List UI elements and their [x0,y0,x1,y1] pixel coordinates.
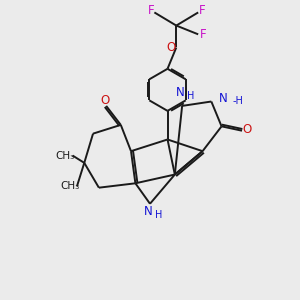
Text: CH₃: CH₃ [60,181,79,191]
Text: N: N [144,206,153,218]
Text: CH₃: CH₃ [56,151,75,160]
Text: F: F [198,4,205,17]
Text: N: N [176,86,185,99]
Text: F: F [148,4,154,17]
Text: H: H [187,91,194,101]
Text: N: N [219,92,228,104]
Text: O: O [167,41,176,54]
Text: H: H [155,210,162,220]
Text: O: O [100,94,109,107]
Text: -H: -H [232,96,243,106]
Text: F: F [200,28,207,41]
Text: O: O [243,123,252,136]
